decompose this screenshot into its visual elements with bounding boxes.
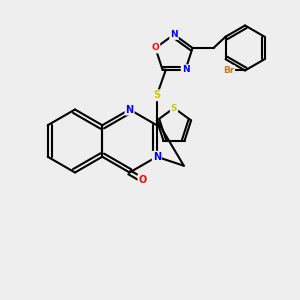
Text: S: S <box>153 90 161 100</box>
Text: S: S <box>171 103 177 112</box>
Text: N: N <box>125 104 134 115</box>
Text: N: N <box>170 30 178 39</box>
Text: O: O <box>152 44 159 52</box>
Text: N: N <box>153 152 161 162</box>
Text: O: O <box>138 175 147 185</box>
Text: N: N <box>182 65 189 74</box>
Text: Br: Br <box>223 66 234 75</box>
